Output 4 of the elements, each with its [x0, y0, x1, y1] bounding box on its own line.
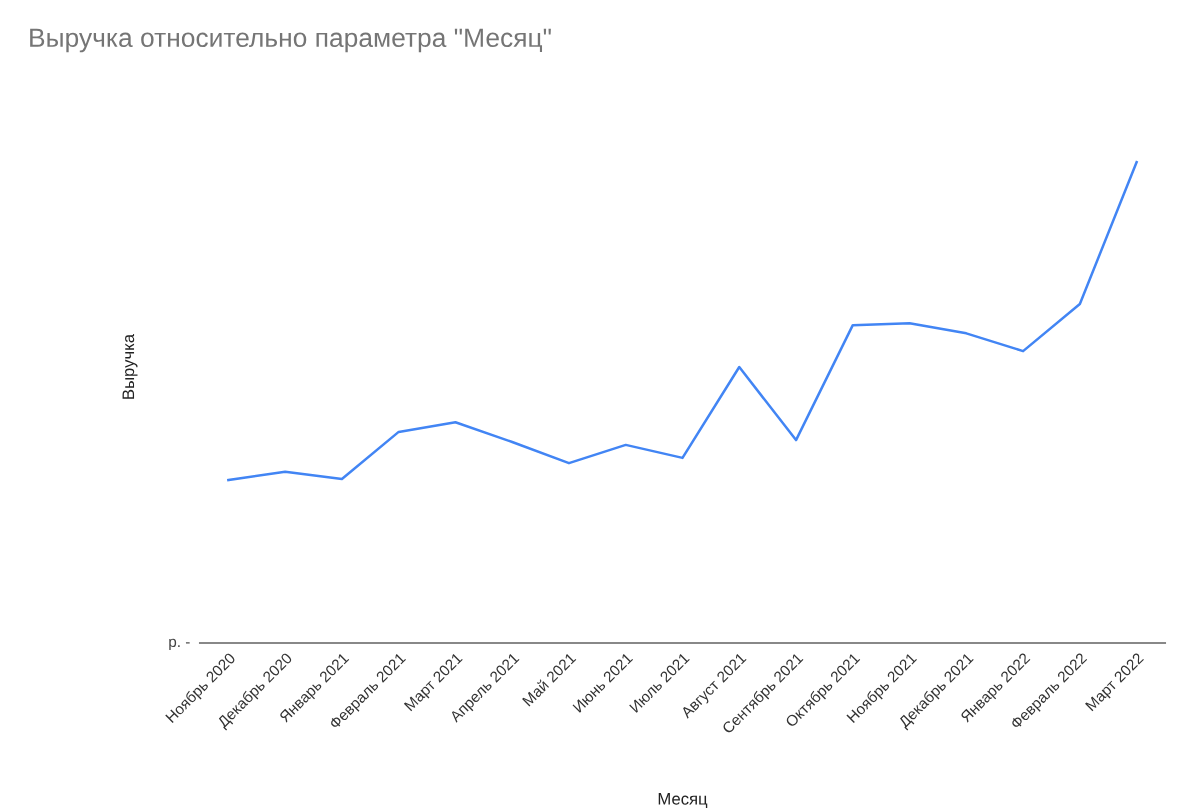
x-axis-title: Месяц [658, 793, 708, 808]
chart-title: Выручка относительно параметра "Месяц" [30, 28, 551, 53]
text: р. - [169, 638, 190, 651]
y-axis-title: Выручка [122, 333, 138, 399]
